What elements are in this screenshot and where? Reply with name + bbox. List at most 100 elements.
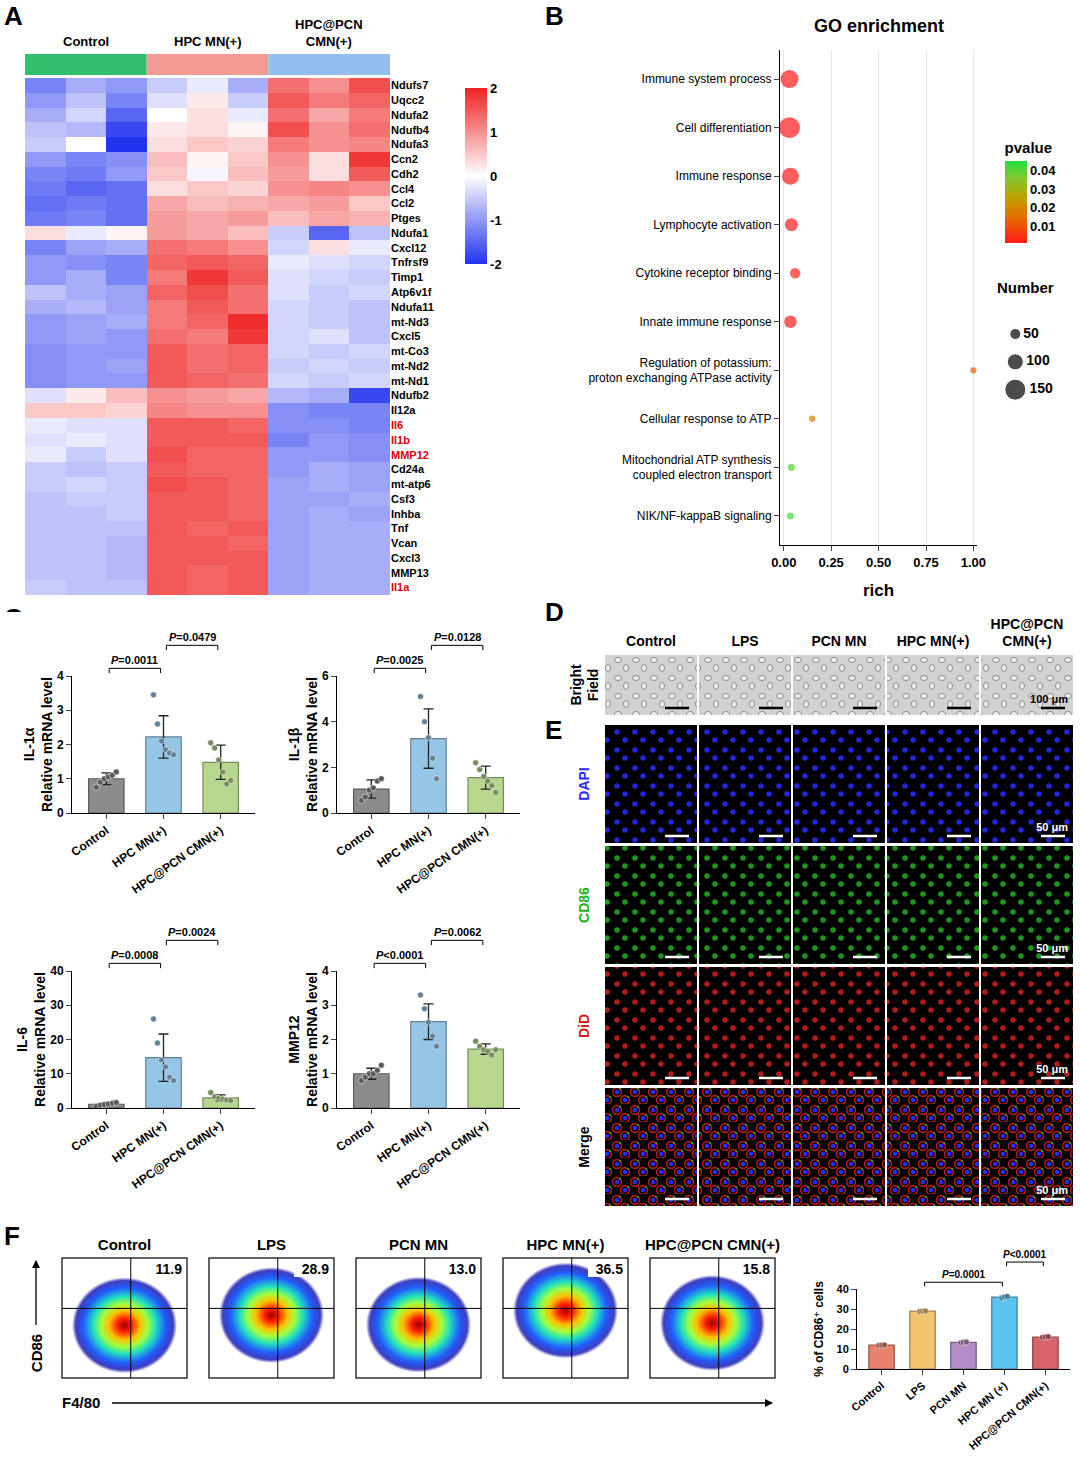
svg-text:150: 150: [1029, 380, 1053, 396]
svg-text:Tnf: Tnf: [391, 522, 408, 534]
svg-text:-2: -2: [490, 257, 502, 272]
svg-text:Control: Control: [98, 1236, 151, 1253]
svg-text:P=0.0062: P=0.0062: [434, 926, 481, 938]
svg-text:HPC@PCN CMN(+): HPC@PCN CMN(+): [967, 1379, 1051, 1452]
svg-text:Cxcl5: Cxcl5: [391, 330, 420, 342]
svg-text:0.25: 0.25: [819, 555, 844, 570]
svg-text:IL-1αRelative mRNA level: IL-1αRelative mRNA level: [21, 677, 55, 812]
svg-text:HPC MN(+): HPC MN(+): [375, 1118, 434, 1165]
svg-text:Il1a: Il1a: [391, 581, 410, 593]
svg-text:P=0.0024: P=0.0024: [168, 926, 216, 938]
svg-text:Cytokine receptor binding: Cytokine receptor binding: [636, 266, 772, 280]
svg-text:P=0.0011: P=0.0011: [111, 654, 158, 666]
svg-text:PCN MN: PCN MN: [927, 1379, 968, 1416]
svg-text:mt-atp6: mt-atp6: [391, 478, 431, 490]
svg-text:10: 10: [50, 1067, 64, 1081]
svg-text:P=0.0128: P=0.0128: [434, 631, 481, 643]
svg-text:50 μm: 50 μm: [1036, 1184, 1068, 1196]
svg-text:mt-Nd3: mt-Nd3: [391, 316, 429, 328]
svg-text:Immune system process: Immune system process: [642, 72, 772, 86]
svg-text:HPC MN(+): HPC MN(+): [110, 1118, 169, 1165]
svg-text:MMP13: MMP13: [391, 567, 429, 579]
svg-text:Ccl4: Ccl4: [391, 183, 415, 195]
svg-text:20: 20: [50, 1033, 64, 1047]
svg-text:Cell differentiation: Cell differentiation: [676, 121, 772, 135]
svg-text:Ndufa3: Ndufa3: [391, 138, 428, 150]
svg-text:0.01: 0.01: [1030, 219, 1055, 234]
svg-text:2: 2: [490, 81, 497, 96]
svg-text:DAPI: DAPI: [576, 767, 592, 800]
svg-text:4: 4: [322, 715, 329, 729]
svg-text:Inhba: Inhba: [391, 508, 421, 520]
svg-text:HPC MN(+): HPC MN(+): [897, 633, 970, 649]
svg-text:mt-Co3: mt-Co3: [391, 345, 429, 357]
svg-text:P=0.0025: P=0.0025: [376, 654, 423, 666]
svg-text:50 μm: 50 μm: [1036, 821, 1068, 833]
svg-text:HPC MN(+): HPC MN(+): [527, 1236, 605, 1253]
svg-text:P=0.0479: P=0.0479: [169, 631, 216, 643]
svg-text:4: 4: [57, 669, 64, 683]
svg-text:50 μm: 50 μm: [1036, 942, 1068, 954]
svg-text:0: 0: [322, 1101, 329, 1115]
svg-text:30: 30: [837, 1303, 849, 1315]
svg-text:20: 20: [837, 1323, 849, 1335]
svg-text:HPC@PCN CMN(+): HPC@PCN CMN(+): [645, 1236, 780, 1253]
svg-text:HPC@PCN CMN(+): HPC@PCN CMN(+): [129, 1118, 226, 1191]
svg-text:PCN MN: PCN MN: [811, 633, 866, 649]
svg-text:2: 2: [322, 1033, 329, 1047]
svg-text:Number: Number: [997, 279, 1054, 296]
svg-text:0.04: 0.04: [1030, 163, 1056, 178]
svg-text:CD86: CD86: [28, 1334, 45, 1372]
svg-text:1: 1: [57, 772, 64, 786]
svg-text:36.5: 36.5: [596, 1261, 623, 1277]
svg-text:GO enrichment: GO enrichment: [814, 16, 944, 36]
svg-text:15.8: 15.8: [743, 1261, 770, 1277]
svg-text:HPC@PCN CMN(+): HPC@PCN CMN(+): [394, 823, 491, 896]
svg-text:-1: -1: [490, 213, 502, 228]
svg-text:50: 50: [1023, 325, 1039, 341]
svg-text:Ndufa1: Ndufa1: [391, 227, 428, 239]
svg-text:Ptges: Ptges: [391, 212, 421, 224]
svg-text:100 μm: 100 μm: [1030, 693, 1068, 705]
svg-text:Innate immune response: Innate immune response: [640, 315, 772, 329]
svg-text:Ndufa11: Ndufa11: [391, 301, 434, 313]
svg-text:Merge: Merge: [576, 1126, 592, 1167]
svg-text:P<0.0001: P<0.0001: [1003, 1249, 1047, 1260]
svg-text:LPS: LPS: [257, 1236, 286, 1253]
svg-text:Control: Control: [334, 1118, 377, 1154]
svg-text:P=0.0001: P=0.0001: [942, 1269, 986, 1280]
svg-text:0: 0: [322, 806, 329, 820]
svg-text:2: 2: [322, 761, 329, 775]
svg-text:0.00: 0.00: [771, 555, 796, 570]
svg-text:Ndufb4: Ndufb4: [391, 124, 430, 136]
svg-text:mt-Nd1: mt-Nd1: [391, 375, 429, 387]
svg-text:Ndufs7: Ndufs7: [391, 79, 428, 91]
svg-text:Il12a: Il12a: [391, 404, 416, 416]
svg-text:Cd24a: Cd24a: [391, 463, 425, 475]
svg-text:0: 0: [843, 1363, 849, 1375]
svg-text:28.9: 28.9: [302, 1261, 329, 1277]
svg-text:rich: rich: [863, 581, 894, 600]
svg-text:0.03: 0.03: [1030, 182, 1055, 197]
svg-text:Il6: Il6: [391, 419, 403, 431]
svg-text:Timp1: Timp1: [391, 271, 423, 283]
svg-text:Control: Control: [69, 823, 112, 859]
svg-text:LPS: LPS: [731, 633, 758, 649]
svg-text:NIK/NF-kappaB signaling: NIK/NF-kappaB signaling: [637, 509, 772, 523]
svg-text:LPS: LPS: [903, 1379, 927, 1402]
svg-text:0.50: 0.50: [866, 555, 891, 570]
svg-text:Uqcc2: Uqcc2: [391, 94, 424, 106]
svg-text:50 μm: 50 μm: [1036, 1063, 1068, 1075]
svg-text:Cellular response to ATP: Cellular response to ATP: [640, 412, 772, 426]
svg-text:IL-6Relative mRNA level: IL-6Relative mRNA level: [14, 972, 48, 1107]
svg-text:Cxcl3: Cxcl3: [391, 552, 420, 564]
svg-text:Control: Control: [334, 823, 377, 859]
svg-text:40: 40: [50, 964, 64, 978]
svg-text:Control: Control: [849, 1379, 887, 1413]
svg-text:HPC MN (+): HPC MN (+): [955, 1379, 1009, 1427]
svg-text:Tnfrsf9: Tnfrsf9: [391, 256, 428, 268]
svg-text:Vcan: Vcan: [391, 537, 418, 549]
svg-text:Lymphocyte activation: Lymphocyte activation: [653, 218, 771, 232]
svg-text:Control: Control: [63, 34, 109, 49]
svg-text:Ndufa2: Ndufa2: [391, 109, 428, 121]
